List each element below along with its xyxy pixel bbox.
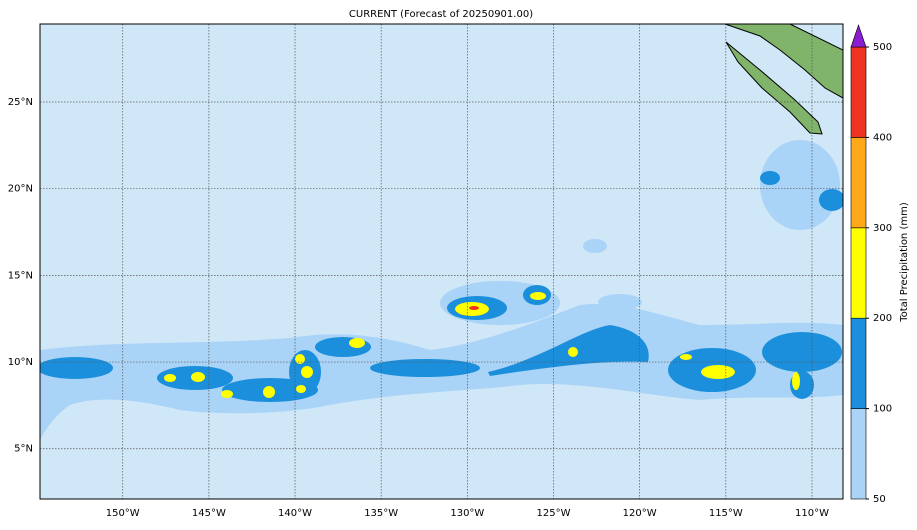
graticule [40, 24, 843, 499]
colorbar-tick-label: 300 [873, 223, 892, 234]
y-tick-label: 5°N [14, 444, 33, 455]
colorbar: 50 100 200 300 400 500 [850, 24, 892, 505]
y-tick-label: 10°N [8, 357, 33, 368]
colorbar-segment [850, 46, 867, 138]
colorbar-segment [850, 317, 867, 409]
precip-light [760, 140, 840, 230]
ocean [40, 24, 843, 499]
colorbar-tick-label: 100 [873, 404, 892, 415]
x-tick-label: 110°W [795, 508, 829, 519]
y-tick-label: 25°N [8, 97, 33, 108]
x-tick-label: 120°W [623, 508, 657, 519]
x-tick-label: 135°W [364, 508, 398, 519]
colorbar-extend [850, 24, 867, 48]
x-tick-label: 130°W [450, 508, 484, 519]
y-tick-label: 15°N [8, 270, 33, 281]
x-tick-label: 145°W [192, 508, 226, 519]
map-title: CURRENT (Forecast of 20250901.00) [349, 9, 533, 20]
colorbar-tick-label: 500 [873, 42, 892, 53]
precip-light [583, 239, 607, 253]
colorbar-segment [850, 227, 867, 319]
map-frame [39, 23, 844, 500]
y-tick-label: 20°N [8, 184, 33, 195]
x-tick-label: 140°W [278, 508, 312, 519]
precip-max [469, 306, 479, 310]
colorbar-tick-label: 50 [873, 494, 886, 505]
land [724, 24, 843, 135]
colorbar-segment [850, 137, 867, 229]
colorbar-label: Total Precipitation (mm) [899, 202, 910, 323]
colorbar-tick-label: 200 [873, 313, 892, 324]
colorbar-segment [850, 408, 867, 500]
colorbar-tick-label: 400 [873, 132, 892, 143]
x-tick-label: 150°W [106, 508, 140, 519]
precipitation-field [40, 24, 843, 440]
x-tick-label: 115°W [709, 508, 743, 519]
precip-light [598, 294, 642, 310]
x-tick-label: 125°W [537, 508, 571, 519]
